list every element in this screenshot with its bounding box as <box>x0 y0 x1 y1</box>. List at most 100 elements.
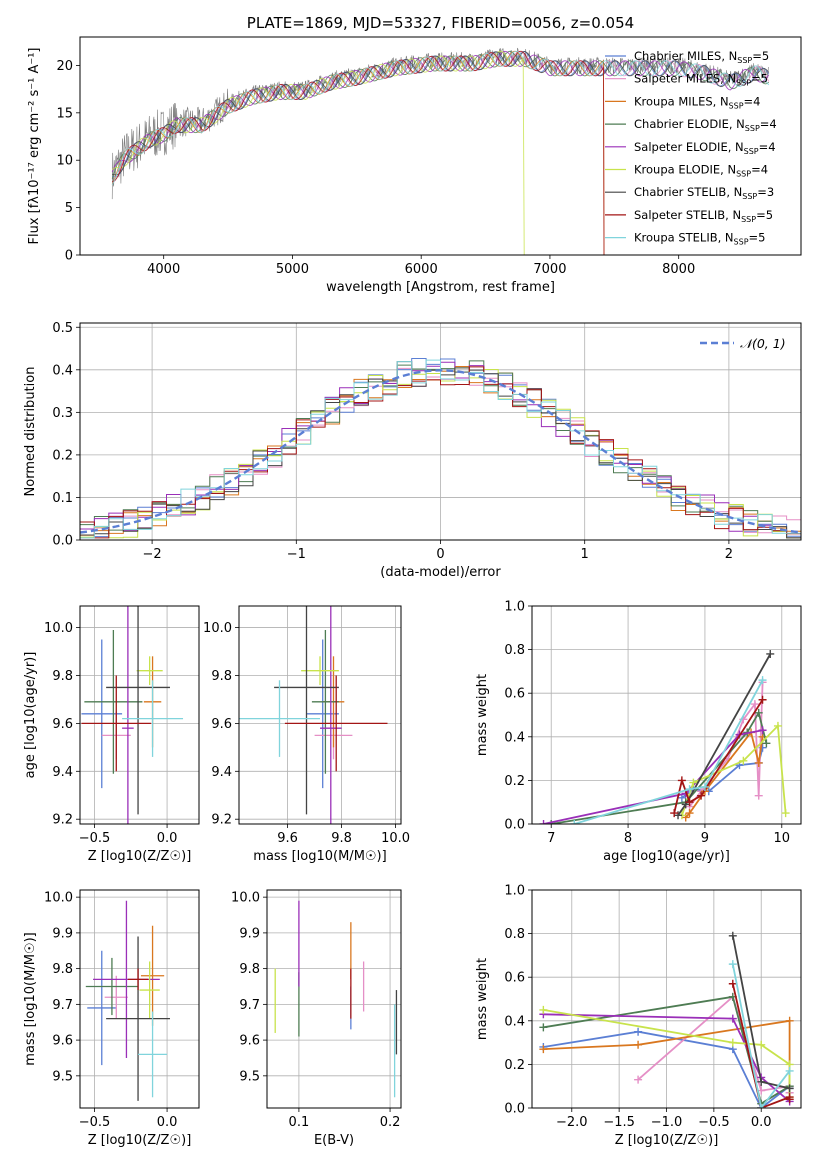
x-tick-label: 10 <box>774 831 791 846</box>
weight-point-marker <box>728 979 737 988</box>
weight-point-marker <box>634 1075 643 1084</box>
x-tick-label: 7000 <box>533 262 566 277</box>
chart-mass_vs_z: −0.5 0.0 9.5 9.6 9.7 9.8 9.9 10.0 Z [log10(Z/Z☉)… <box>23 889 200 1148</box>
weight-point-marker <box>728 931 737 940</box>
legend-label-sub: SSP <box>744 147 759 156</box>
y-tick-label: 10.0 <box>231 891 260 906</box>
legend-label-sub: SSP <box>741 215 756 224</box>
y-tick-label: 1.0 <box>504 884 525 899</box>
x-tick-label: −2 <box>143 547 162 562</box>
axes-frame <box>79 605 200 825</box>
x-axis-label: Z [log10(Z/Z☉)] <box>88 1133 192 1148</box>
y-tick-label: 0.8 <box>504 643 525 658</box>
weight-point-marker <box>700 782 709 791</box>
legend-label-text: Salpeter MILES, N <box>634 72 736 86</box>
weight-point-marker <box>757 1077 766 1086</box>
weight-point-marker <box>728 960 737 969</box>
x-axis-label: wavelength [Angstrom, rest frame] <box>326 280 555 295</box>
y-tick-label: 0.6 <box>504 687 525 702</box>
weight-point-marker <box>728 1014 737 1023</box>
x-tick-label: 0.1 <box>289 1115 310 1130</box>
legend-label: Chabrier ELODIE, NSSP=4 <box>634 117 777 133</box>
y-tick-label: 10 <box>56 154 73 169</box>
weight-point-marker <box>757 1104 766 1108</box>
legend-label-suffix: =5 <box>752 49 769 63</box>
legend-label-suffix: =4 <box>760 117 777 131</box>
chart-age_vs_mass: 9.6 9.8 10.0 9.2 9.4 9.6 9.8 10.0 mass [log10(M/… <box>203 605 410 864</box>
weight-point-marker <box>758 676 767 685</box>
x-tick-label: 0.0 <box>157 831 178 846</box>
model-series-line <box>112 51 770 176</box>
weight-series-line <box>543 995 791 1105</box>
weight-series-line <box>551 710 768 824</box>
y-tick-label: 0.6 <box>504 971 525 986</box>
x-tick-label: 9 <box>701 831 709 846</box>
y-tick-label: 0.0 <box>504 818 525 833</box>
y-tick-label: 15 <box>56 106 73 121</box>
x-axis-label: Z [log10(Z/Z☉)] <box>88 849 192 864</box>
x-tick-label: 7 <box>547 831 555 846</box>
x-tick-label: 1 <box>581 547 589 562</box>
x-tick-label: 10.0 <box>381 831 410 846</box>
x-tick-label: 5000 <box>276 262 309 277</box>
histogram-step <box>80 366 801 539</box>
y-tick-label: 9.5 <box>239 1069 260 1084</box>
plot-area <box>85 900 170 1101</box>
legend-label-text: Chabrier STELIB, N <box>634 185 742 199</box>
legend-label-text: Chabrier MILES, N <box>634 49 737 63</box>
axes-frame <box>531 605 802 825</box>
y-tick-label: 9.2 <box>52 813 73 828</box>
weight-point-marker <box>539 1005 548 1014</box>
x-tick-label: 0.0 <box>751 1115 772 1130</box>
x-tick-label: 8 <box>624 831 632 846</box>
legend-label-sub: SSP <box>734 238 749 247</box>
weight-point-marker <box>785 1084 794 1093</box>
plot-area <box>274 900 398 1098</box>
legend-label: Chabrier MILES, NSSP=5 <box>634 49 769 65</box>
legend-label-suffix: =3 <box>757 185 774 199</box>
weight-point-marker <box>781 809 790 818</box>
weight-point-marker <box>754 758 763 767</box>
weight-point-marker <box>754 708 763 717</box>
legend-label-suffix: =5 <box>749 231 766 245</box>
weight-point-marker <box>785 1095 794 1104</box>
legend-label-suffix: =5 <box>751 72 768 86</box>
weight-series-line <box>731 963 791 1108</box>
y-tick-label: 0.8 <box>504 927 525 942</box>
x-tick-label: −0.5 <box>79 831 111 846</box>
weight-series-line <box>543 729 763 824</box>
y-axis-label: mass weight <box>475 958 490 1040</box>
legend-label-suffix: =4 <box>751 163 768 177</box>
legend-label-sub: SSP <box>736 170 751 179</box>
legend-label: Kroupa ELODIE, NSSP=4 <box>634 163 768 179</box>
y-axis-label: Normed distribution <box>23 367 38 497</box>
weight-point-marker <box>762 739 771 748</box>
weight-point-marker <box>634 1040 643 1049</box>
plot-area <box>80 358 801 539</box>
axes-frame <box>266 889 402 1109</box>
weight-point-marker <box>689 778 698 787</box>
weight-point-marker <box>670 809 679 818</box>
legend-label-sub: SSP <box>742 192 757 201</box>
y-tick-label: 0 <box>65 249 73 264</box>
y-axis-label: age [log10(age/yr)] <box>23 652 38 779</box>
legend-label-suffix: =4 <box>759 140 776 154</box>
gaussian-curve <box>80 369 801 534</box>
legend-label: Kroupa STELIB, NSSP=5 <box>634 231 765 247</box>
x-axis-label: Z [log10(Z/Z☉)] <box>615 1133 719 1148</box>
weight-point-marker <box>570 820 579 824</box>
weight-point-marker <box>685 785 694 794</box>
legend-label-text: Kroupa STELIB, N <box>634 231 734 245</box>
model-series-line <box>111 50 770 186</box>
plot-area <box>239 606 388 824</box>
chart-title: PLATE=1869, MJD=53327, FIBERID=0056, z=0… <box>247 14 634 32</box>
weight-point-marker <box>785 1016 794 1025</box>
weight-series-line <box>543 1019 791 1100</box>
legend-label: Salpeter ELODIE, NSSP=4 <box>634 140 776 156</box>
x-tick-label: −2.0 <box>556 1115 588 1130</box>
model-series-line <box>111 50 605 255</box>
y-tick-label: 0.4 <box>52 363 73 378</box>
x-tick-label: 2 <box>725 547 733 562</box>
y-axis-label: Flux [fλ10⁻¹⁷ erg cm⁻² s⁻¹ A⁻¹] <box>27 48 42 245</box>
y-tick-label: 9.5 <box>52 1069 73 1084</box>
